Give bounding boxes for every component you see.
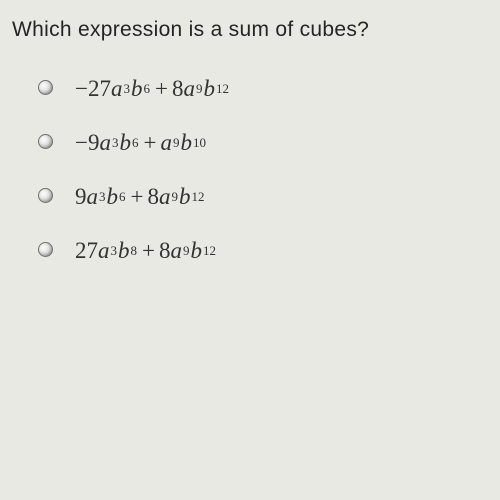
radio-icon[interactable] [38, 80, 53, 95]
math-expression: 9a3b6 + 8a9b12 [75, 182, 205, 212]
coef: 8 [159, 236, 171, 266]
coef: −9 [75, 128, 99, 158]
var-b: b [131, 74, 143, 104]
var-a: a [159, 182, 171, 212]
term: 8a9b12 [147, 182, 205, 212]
var-b: b [119, 128, 131, 158]
term: a9b10 [160, 128, 207, 158]
coef: −27 [75, 74, 111, 104]
term: 27a3b8 [75, 236, 138, 266]
var-a: a [170, 236, 182, 266]
math-expression: −9a3b6 + a9b10 [75, 128, 207, 158]
option-0[interactable]: −27a3b6 + 8a9b12 [38, 74, 488, 108]
b-exp: 12 [203, 243, 216, 260]
a-exp: 9 [183, 243, 190, 260]
var-a: a [98, 236, 110, 266]
a-exp: 3 [111, 243, 118, 260]
var-a: a [183, 74, 195, 104]
a-exp: 9 [173, 135, 180, 152]
coef: 8 [172, 74, 184, 104]
b-exp: 6 [119, 189, 126, 206]
option-3[interactable]: 27a3b8 + 8a9b12 [38, 236, 488, 270]
operator: + [155, 74, 168, 104]
quiz-container: Which expression is a sum of cubes? −27a… [0, 0, 500, 308]
var-b: b [179, 182, 191, 212]
term: −9a3b6 [75, 128, 139, 158]
radio-icon[interactable] [38, 188, 53, 203]
operator: + [143, 128, 156, 158]
a-exp: 3 [123, 81, 130, 98]
coef: 9 [75, 182, 87, 212]
a-exp: 9 [171, 189, 178, 206]
var-a: a [160, 128, 172, 158]
b-exp: 12 [191, 189, 204, 206]
var-a: a [99, 128, 111, 158]
b-exp: 6 [132, 135, 139, 152]
math-expression: −27a3b6 + 8a9b12 [75, 74, 230, 104]
radio-icon[interactable] [38, 242, 53, 257]
var-b: b [107, 182, 119, 212]
var-b: b [118, 236, 130, 266]
option-2[interactable]: 9a3b6 + 8a9b12 [38, 182, 488, 216]
b-exp: 8 [131, 243, 138, 260]
var-b: b [180, 128, 192, 158]
question-text: Which expression is a sum of cubes? [12, 18, 488, 42]
option-1[interactable]: −9a3b6 + a9b10 [38, 128, 488, 162]
var-a: a [87, 182, 99, 212]
operator: + [131, 182, 144, 212]
term: 9a3b6 [75, 182, 127, 212]
a-exp: 9 [196, 81, 203, 98]
a-exp: 3 [99, 189, 106, 206]
term: 8a9b12 [159, 236, 217, 266]
var-b: b [190, 236, 202, 266]
coef: 27 [75, 236, 98, 266]
b-exp: 12 [216, 81, 229, 98]
var-b: b [203, 74, 215, 104]
coef: 8 [147, 182, 159, 212]
b-exp: 6 [143, 81, 150, 98]
var-a: a [111, 74, 123, 104]
math-expression: 27a3b8 + 8a9b12 [75, 236, 217, 266]
b-exp: 10 [193, 135, 206, 152]
term: 8a9b12 [172, 74, 230, 104]
operator: + [142, 236, 155, 266]
options-list: −27a3b6 + 8a9b12 −9a3b6 + a9b10 [12, 74, 488, 270]
radio-icon[interactable] [38, 134, 53, 149]
term: −27a3b6 [75, 74, 151, 104]
a-exp: 3 [112, 135, 119, 152]
